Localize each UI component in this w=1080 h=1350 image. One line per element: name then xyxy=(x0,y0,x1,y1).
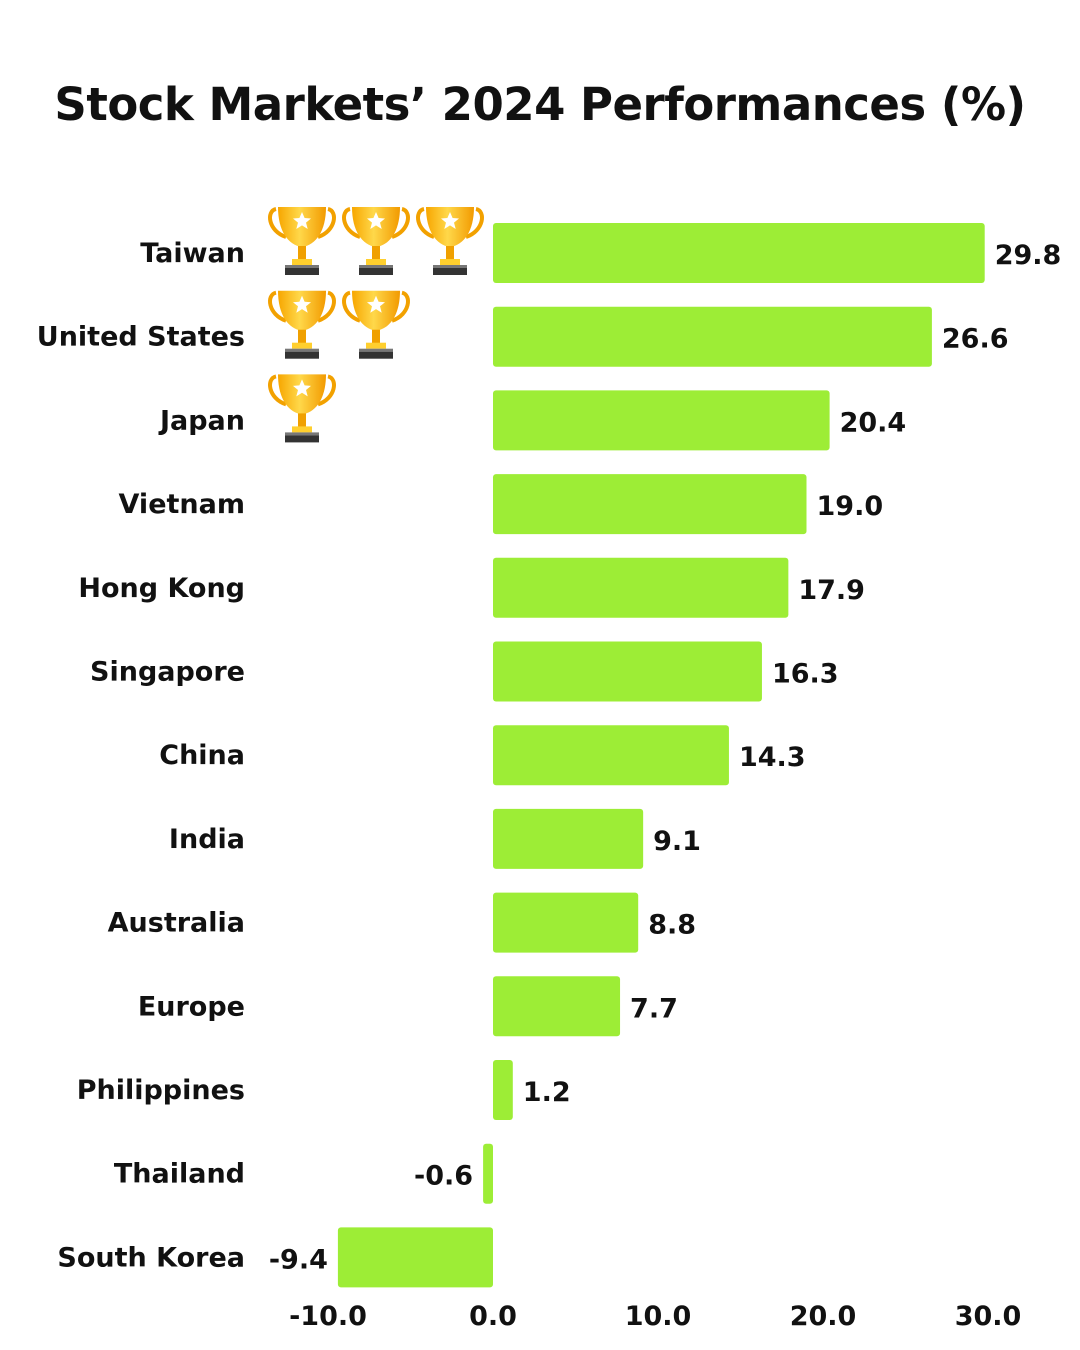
bar xyxy=(493,223,985,283)
value-label: 8.8 xyxy=(648,910,696,941)
value-label: 19.0 xyxy=(817,491,884,522)
x-tick-label: 0.0 xyxy=(469,1301,517,1332)
bar-row: South Korea -9.4 xyxy=(57,1227,493,1288)
trophy-icon xyxy=(416,205,484,277)
bar-row: Singapore 16.3 xyxy=(90,641,839,702)
category-label: Japan xyxy=(158,405,245,436)
x-tick-label: -10.0 xyxy=(289,1301,367,1332)
bar-row: Hong Kong 17.9 xyxy=(78,557,865,618)
trophy-icon xyxy=(268,288,336,361)
bar-row: Taiwan 29.8 xyxy=(140,205,1062,283)
bar xyxy=(493,306,932,367)
bar-row: Japan 20.4 xyxy=(158,372,907,451)
category-label: South Korea xyxy=(57,1242,245,1273)
trophy-icon xyxy=(268,205,336,277)
category-label: Vietnam xyxy=(119,489,245,520)
value-label: 17.9 xyxy=(798,575,865,606)
value-label: -0.6 xyxy=(414,1161,473,1192)
x-axis: -10.0 0.0 10.0 20.0 30.0 xyxy=(289,1301,1021,1332)
bar-row: United States 26.6 xyxy=(37,288,1009,367)
value-label: 9.1 xyxy=(653,826,701,857)
bar-row: Europe 7.7 xyxy=(138,976,678,1037)
category-label: Taiwan xyxy=(140,238,245,269)
value-label: 26.6 xyxy=(942,324,1009,355)
x-tick-label: 10.0 xyxy=(625,1301,692,1332)
bar-row: India 9.1 xyxy=(169,808,701,869)
category-label: Singapore xyxy=(90,657,245,688)
value-label: 1.2 xyxy=(523,1077,571,1108)
bar xyxy=(493,641,762,702)
bar-row: Vietnam 19.0 xyxy=(119,474,884,535)
value-label: 20.4 xyxy=(840,407,907,438)
bar-row: Thailand -0.6 xyxy=(114,1143,493,1204)
category-label: China xyxy=(159,740,245,771)
bar-row: Philippines 1.2 xyxy=(77,1060,571,1120)
category-label: Philippines xyxy=(77,1075,245,1106)
x-tick-label: 30.0 xyxy=(955,1301,1022,1332)
category-label: Thailand xyxy=(114,1159,245,1190)
value-label: 7.7 xyxy=(630,993,678,1024)
bar xyxy=(493,976,621,1037)
value-label: -9.4 xyxy=(269,1244,328,1275)
category-label: Hong Kong xyxy=(78,573,245,604)
trophy-icon xyxy=(342,288,410,361)
bar xyxy=(493,808,644,869)
category-label: India xyxy=(169,824,245,855)
category-label: United States xyxy=(37,322,245,353)
x-tick-label: 20.0 xyxy=(790,1301,857,1332)
value-label: 29.8 xyxy=(995,240,1062,271)
category-label: Europe xyxy=(138,991,245,1022)
bar xyxy=(493,474,807,535)
category-label: Australia xyxy=(108,908,245,939)
bar xyxy=(337,1227,493,1288)
bar xyxy=(493,892,639,953)
bar xyxy=(493,557,789,618)
bar xyxy=(493,1060,513,1120)
bar-row: China 14.3 xyxy=(159,725,806,786)
bar xyxy=(493,390,830,451)
value-label: 16.3 xyxy=(772,659,839,690)
chart-title: Stock Markets’ 2024 Performances (%) xyxy=(54,78,1026,131)
bar xyxy=(493,725,729,786)
value-label: 14.3 xyxy=(739,742,806,773)
bar-row: Australia 8.8 xyxy=(108,892,696,953)
trophy-icon xyxy=(268,372,336,445)
bar xyxy=(483,1143,493,1204)
trophy-icon xyxy=(342,205,410,277)
